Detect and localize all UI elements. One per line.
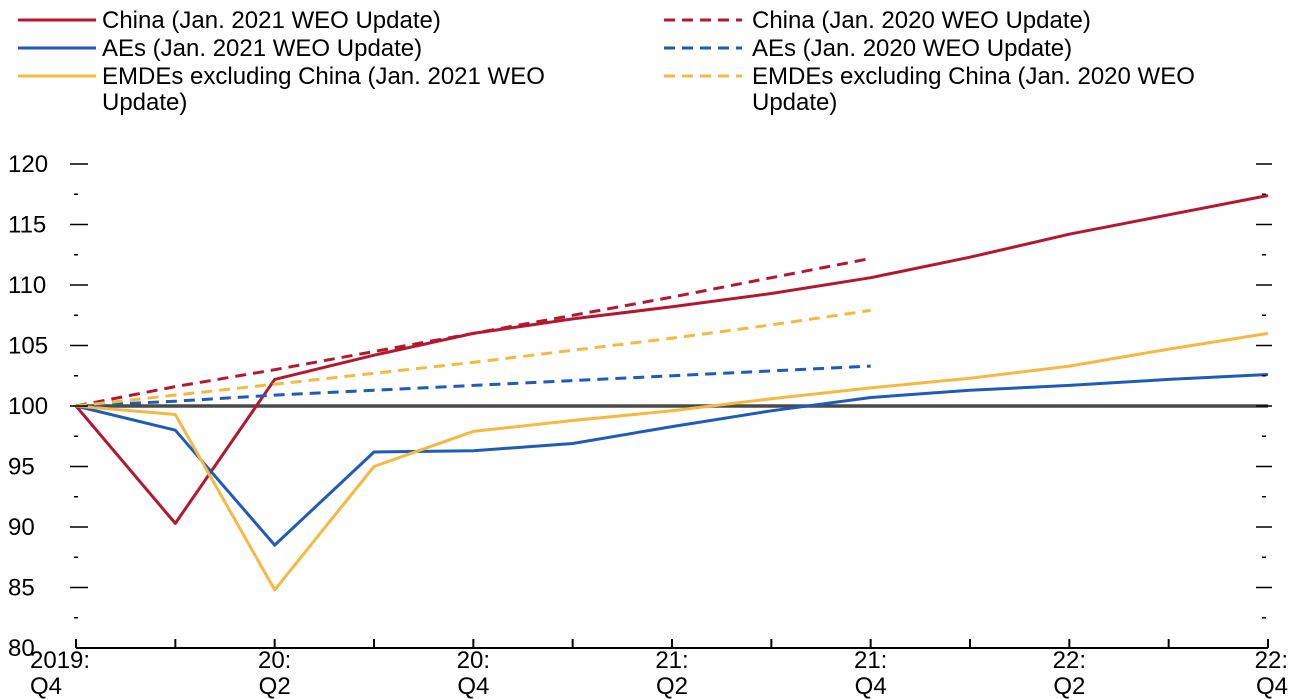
legend-label-5: EMDEs excluding China (Jan. 2020 WEO Upda… [752, 63, 1195, 116]
y-tick-label: 95 [8, 454, 35, 481]
x-tick-label: 2019: [30, 647, 90, 674]
series-line-0 [74, 194, 1269, 525]
axes: 808590951001051101151202019:Q420:Q220:Q4… [8, 151, 1288, 699]
series-line-1 [75, 373, 1269, 547]
series-line-5 [75, 308, 871, 408]
x-tick-label: Q2 [656, 673, 688, 699]
legend-label-2: EMDEs excluding China (Jan. 2021 WEO Upda… [102, 63, 545, 116]
x-tick-label: Q2 [259, 673, 291, 699]
series-line-3 [75, 256, 871, 408]
y-tick-label: 85 [8, 575, 35, 602]
y-tick-label: 80 [8, 635, 35, 662]
legend: China (Jan. 2021 WEO Update)AEs (Jan. 20… [18, 7, 1195, 116]
x-tick-label: 22: [1053, 647, 1086, 674]
x-tick-label: 20: [457, 647, 490, 674]
y-tick-label: 120 [8, 151, 48, 178]
legend-label-1: AEs (Jan. 2021 WEO Update) [102, 35, 422, 62]
y-tick-label: 100 [8, 393, 48, 420]
x-tick-label: Q4 [1256, 673, 1288, 699]
x-tick-label: 21: [655, 647, 688, 674]
x-tick-label: 20: [258, 647, 291, 674]
y-tick-label: 115 [8, 212, 46, 239]
y-tick-label: 110 [8, 272, 46, 299]
x-tick-label: Q4 [457, 673, 489, 699]
x-tick-label: Q4 [30, 673, 62, 699]
x-tick-label: 21: [854, 647, 887, 674]
series-line-4 [75, 364, 871, 408]
x-tick-label: Q2 [1053, 673, 1085, 699]
y-tick-label: 105 [8, 333, 48, 360]
series-line-2 [75, 331, 1269, 592]
x-tick-label: Q4 [855, 673, 887, 699]
y-tick-label: 90 [8, 514, 35, 541]
legend-label-0: China (Jan. 2021 WEO Update) [102, 7, 441, 34]
plot-area [74, 194, 1269, 592]
legend-label-3: China (Jan. 2020 WEO Update) [752, 7, 1091, 34]
legend-label-4: AEs (Jan. 2020 WEO Update) [752, 35, 1072, 62]
x-tick-label: 22: [1255, 647, 1288, 674]
